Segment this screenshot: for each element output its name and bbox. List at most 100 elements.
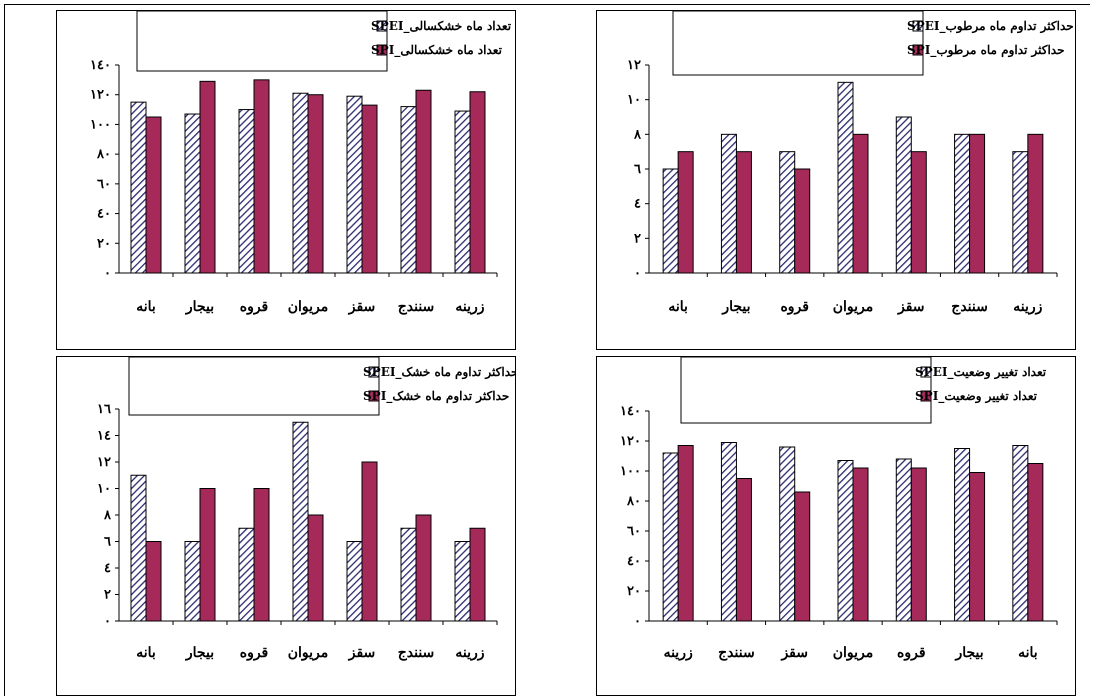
- bar-spi: [145, 116, 162, 274]
- bar-spei: [837, 81, 854, 274]
- y-tick-label: ۲۰: [97, 236, 111, 251]
- bar-spei: [895, 458, 912, 622]
- bar-spei: [238, 109, 255, 274]
- page-left-rule: [4, 4, 5, 696]
- legend: تعداد ماه خشکسالی_SPEI تعداد ماه خشکسالی_…: [136, 10, 512, 72]
- bar-spei: [779, 151, 796, 274]
- bar-spi: [735, 151, 752, 274]
- x-tick-label: سنندج: [951, 299, 988, 315]
- x-tick-label: زرینه: [455, 645, 484, 661]
- y-tick-label: ۱٤۰: [90, 58, 111, 73]
- x-tick-label: بیجار: [721, 299, 750, 315]
- y-tick-label: ۸۰: [96, 147, 111, 162]
- bar-spi: [199, 80, 216, 274]
- y-tick-label: ٤۰: [627, 554, 641, 569]
- x-tick-label: مریوان: [288, 299, 329, 315]
- legend-swatch: [912, 44, 924, 56]
- y-tick-label: ۱۲۰: [620, 434, 641, 449]
- bar-spei: [954, 133, 971, 274]
- x-tick-label: مریوان: [833, 299, 874, 315]
- legend-entry: تعداد تغییر وضعیت_SPEI: [915, 365, 1047, 380]
- bar-spi: [307, 94, 324, 274]
- legend-entry: حداکثر تداوم ماه مرطوب_SPEI: [907, 19, 1074, 34]
- bar-spei: [400, 106, 417, 274]
- bar-spi: [852, 467, 869, 622]
- bar-spei: [346, 95, 363, 274]
- x-tick-label: سقز: [897, 299, 925, 315]
- bar-spei: [1012, 445, 1029, 622]
- bar-spei: [954, 448, 971, 622]
- bar-spi: [469, 91, 486, 274]
- x-tick-label: بانه: [668, 299, 688, 315]
- bar-spei: [184, 541, 201, 622]
- legend-swatch: [920, 390, 932, 402]
- bar-spi: [969, 472, 986, 622]
- y-tick-label: ۲: [104, 588, 111, 603]
- legend: حداکثر تداوم ماه مرطوب_SPEI حداکثر تداوم …: [672, 10, 1074, 76]
- bar-spi: [1027, 463, 1044, 622]
- bar-spei: [400, 527, 417, 622]
- legend: تعداد تغییر وضعیت_SPEI تعداد تغییر وضعیت_…: [680, 356, 1047, 424]
- bar-spi: [969, 133, 986, 274]
- y-tick-label: ۸: [103, 508, 112, 523]
- bar-spei: [130, 101, 147, 274]
- legend-swatch: [376, 44, 388, 56]
- bar-spi: [199, 488, 216, 622]
- legend-entry: تعداد تغییر وضعیت_SPI: [915, 389, 1038, 404]
- x-tick-label: قروه: [240, 299, 269, 315]
- y-tick-label: ۰: [634, 266, 641, 281]
- chart-panel-max-wet-duration: حداکثر تداوم ماه مرطوب_SPEI حداکثر تداوم …: [596, 10, 1076, 350]
- x-tick-label: زرینه: [455, 299, 484, 315]
- bar-spi: [910, 151, 927, 274]
- legend-entry: حداکثر تداوم ماه مرطوب_SPI: [907, 43, 1065, 58]
- y-tick-label: ۰: [104, 266, 111, 281]
- y-tick-label: ٦۰: [97, 177, 111, 192]
- legend-swatch: [376, 20, 388, 32]
- y-tick-label: ۱۰۰: [620, 464, 641, 479]
- x-tick-label: بانه: [1018, 645, 1038, 661]
- x-tick-label: بانه: [136, 299, 156, 315]
- legend: حداکثر تداوم ماه خشک_SPEI حداکثر تداوم ما…: [128, 356, 518, 416]
- bar-spei: [662, 168, 679, 274]
- x-tick-label: سنندج: [718, 645, 755, 661]
- legend-swatch: [920, 366, 932, 378]
- y-tick-label: ۲: [634, 231, 641, 246]
- x-tick-label: مریوان: [833, 645, 874, 661]
- x-tick-label: قروه: [780, 299, 809, 315]
- x-tick-label: قروه: [897, 645, 926, 661]
- y-tick-label: ۰: [634, 614, 641, 629]
- bar-spi: [469, 527, 486, 622]
- legend-swatch: [368, 366, 380, 378]
- bar-spi: [677, 151, 694, 274]
- bar-spi: [1027, 133, 1044, 274]
- bar-spei: [720, 133, 737, 274]
- bar-spei: [454, 110, 471, 274]
- bar-spei: [346, 541, 363, 622]
- x-tick-label: سنندج: [398, 645, 435, 661]
- y-tick-label: ٦۰: [627, 524, 641, 539]
- bar-spi: [852, 133, 869, 274]
- y-tick-label: ۸۰: [626, 494, 641, 509]
- y-tick-label: ۸: [633, 127, 642, 142]
- legend-entry: حداکثر تداوم ماه خشک_SPEI: [363, 365, 515, 380]
- x-tick-label: قروه: [240, 645, 269, 661]
- legend-entry: حداکثر تداوم ماه خشک_SPI: [363, 389, 509, 404]
- bar-spei: [454, 541, 471, 622]
- y-tick-label: ٦: [634, 162, 641, 177]
- y-tick-label: ٦: [104, 535, 111, 550]
- bar-spei: [130, 474, 147, 622]
- y-tick-label: ۱٦: [97, 402, 111, 417]
- chart-panel-max-dry-duration: حداکثر تداوم ماه خشک_SPEI حداکثر تداوم ما…: [56, 356, 518, 696]
- y-tick-label: ۱٤۰: [620, 404, 641, 419]
- bar-spi: [794, 168, 811, 274]
- bar-spi: [361, 104, 378, 274]
- x-tick-label: سنندج: [398, 299, 435, 315]
- x-tick-label: بیجار: [185, 299, 214, 315]
- x-tick-label: زرینه: [664, 645, 693, 661]
- bar-spi: [145, 541, 162, 622]
- chart-panel-state-changes: تعداد تغییر وضعیت_SPEI تعداد تغییر وضعیت_…: [596, 356, 1076, 696]
- bar-spi: [307, 514, 324, 622]
- bar-spi: [794, 491, 811, 622]
- x-tick-label: مریوان: [288, 645, 329, 661]
- y-tick-label: ۱۰: [627, 93, 641, 108]
